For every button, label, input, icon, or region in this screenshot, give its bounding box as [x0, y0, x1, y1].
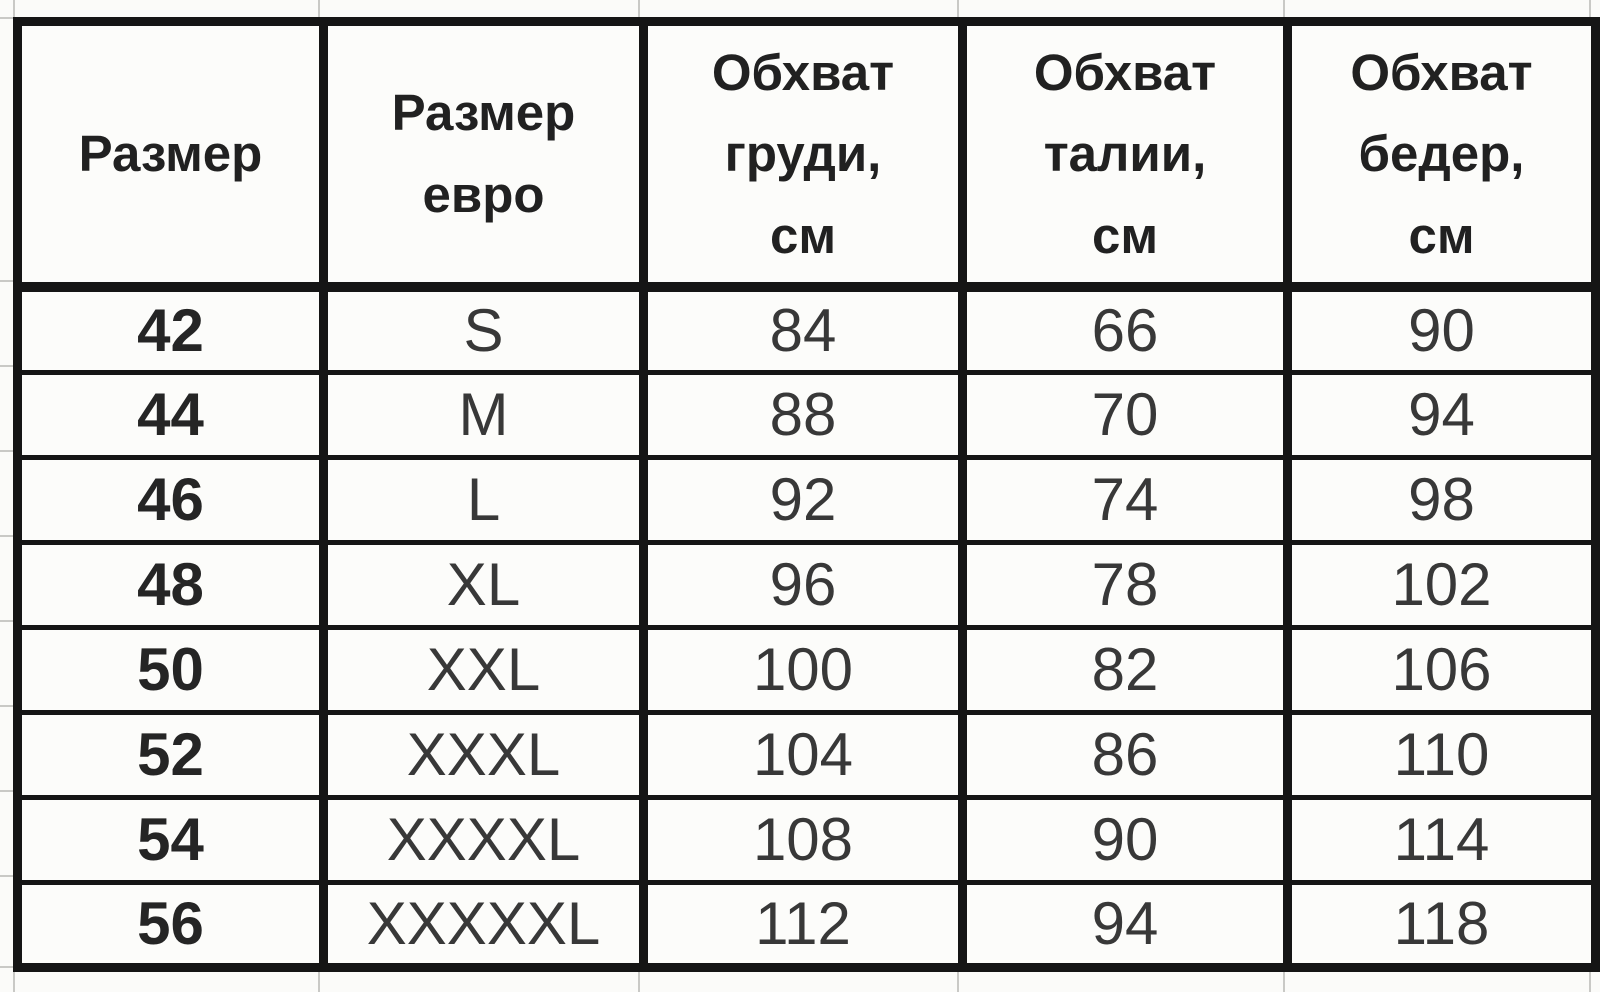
cell-hips: 118 — [1283, 879, 1600, 970]
cell-chest: 112 — [639, 879, 967, 970]
cell-chest: 104 — [639, 709, 967, 800]
cell-waist: 74 — [958, 454, 1292, 545]
cell-hips: 102 — [1283, 539, 1600, 630]
table-row: 44 M 88 70 94 — [13, 369, 1600, 460]
table-row: 42 S 84 66 90 — [13, 284, 1600, 375]
table-row: 54 XXXXL 108 90 114 — [13, 794, 1600, 885]
cell-chest: 96 — [639, 539, 967, 630]
cell-size-euro: XXXXXL — [319, 879, 648, 970]
cell-size-ru: 48 — [13, 539, 328, 630]
table-row: 50 XXL 100 82 106 — [13, 624, 1600, 715]
table-header-row: Размер Размер евро Обхват груди, см Обхв… — [13, 19, 1600, 292]
cell-waist: 82 — [958, 624, 1292, 715]
column-header-size-ru: Размер — [13, 19, 328, 292]
cell-waist: 90 — [958, 794, 1292, 885]
size-table-body: 42 S 84 66 90 44 M 88 70 94 46 L 92 74 98 48 XL 96 78 102 50… — [13, 284, 1600, 970]
cell-size-ru: 50 — [13, 624, 328, 715]
cell-size-ru: 52 — [13, 709, 328, 800]
cell-waist: 70 — [958, 369, 1292, 460]
cell-chest: 108 — [639, 794, 967, 885]
cell-chest: 84 — [639, 284, 967, 375]
cell-hips: 106 — [1283, 624, 1600, 715]
column-header-hips: Обхват бедер, см — [1283, 19, 1600, 292]
cell-size-ru: 56 — [13, 879, 328, 970]
column-header-chest: Обхват груди, см — [639, 19, 967, 292]
cell-waist: 66 — [958, 284, 1292, 375]
cell-size-euro: S — [319, 284, 648, 375]
cell-hips: 98 — [1283, 454, 1600, 545]
cell-size-ru: 42 — [13, 284, 328, 375]
cell-size-euro: M — [319, 369, 648, 460]
cell-waist: 94 — [958, 879, 1292, 970]
cell-size-euro: L — [319, 454, 648, 545]
column-header-size-euro: Размер евро — [319, 19, 648, 292]
table-row: 48 XL 96 78 102 — [13, 539, 1600, 630]
cell-hips: 110 — [1283, 709, 1600, 800]
cell-size-ru: 46 — [13, 454, 328, 545]
cell-size-euro: XL — [319, 539, 648, 630]
cell-hips: 90 — [1283, 284, 1600, 375]
table-row: 52 XXXL 104 86 110 — [13, 709, 1600, 800]
cell-chest: 92 — [639, 454, 967, 545]
cell-hips: 94 — [1283, 369, 1600, 460]
cell-size-euro: XXXXL — [319, 794, 648, 885]
cell-waist: 78 — [958, 539, 1292, 630]
cell-chest: 88 — [639, 369, 967, 460]
cell-size-euro: XXXL — [319, 709, 648, 800]
cell-hips: 114 — [1283, 794, 1600, 885]
table-row: 56 XXXXXL 112 94 118 — [13, 879, 1600, 970]
cell-size-ru: 44 — [13, 369, 328, 460]
size-chart-table: Размер Размер евро Обхват груди, см Обхв… — [13, 17, 1600, 972]
cell-size-euro: XXL — [319, 624, 648, 715]
cell-size-ru: 54 — [13, 794, 328, 885]
table-row: 46 L 92 74 98 — [13, 454, 1600, 545]
cell-waist: 86 — [958, 709, 1292, 800]
column-header-waist: Обхват талии, см — [958, 19, 1292, 292]
cell-chest: 100 — [639, 624, 967, 715]
